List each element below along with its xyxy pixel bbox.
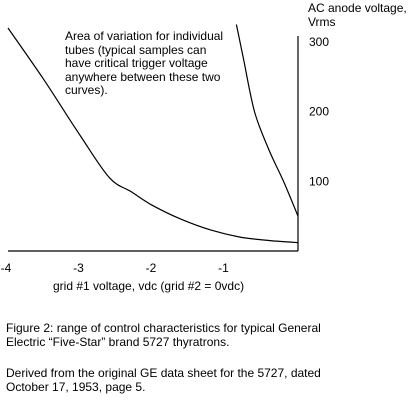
figure-caption: Figure 2: range of control characteristi… — [6, 321, 416, 349]
source-line: October 17, 1953, page 5. — [6, 379, 146, 394]
upper-curve-line — [235, 24, 298, 217]
annotation-line: curves). — [65, 83, 108, 97]
y-tick-label: 300 — [309, 35, 329, 49]
annotation-line: tubes (typical samples can — [65, 42, 207, 57]
caption-line: Electric “Five-Star” brand 5727 thyratro… — [6, 334, 230, 349]
x-tick-label: -4 — [1, 261, 12, 275]
y-axis-label-line: Vrms — [308, 14, 336, 29]
y-tick-label: 100 — [309, 174, 329, 188]
lower-curve-line — [7, 27, 298, 244]
y-axis-label: AC anode voltage, Vrms — [308, 1, 418, 29]
source-line: Derived from the original GE data sheet … — [6, 366, 321, 380]
caption-line: Figure 2: range of control characteristi… — [6, 321, 321, 335]
annotation-line: anywhere between these two — [65, 69, 221, 84]
x-axis-label: grid #1 voltage, vdc (grid #2 = 0vdc) — [53, 279, 245, 293]
variation-annotation: Area of variation for individual tubes (… — [65, 29, 243, 98]
annotation-line: have critical trigger voltage — [65, 56, 208, 70]
ticks: -4 -3 -2 -1 100 200 300 — [1, 35, 330, 275]
y-axis-label-line: AC anode voltage, — [308, 1, 407, 15]
source-note: Derived from the original GE data sheet … — [6, 366, 416, 394]
y-tick-label: 200 — [309, 105, 329, 119]
x-tick-label: -1 — [218, 261, 229, 275]
annotation-line: Area of variation for individual — [65, 29, 224, 43]
curves — [7, 24, 298, 244]
x-tick-label: -2 — [146, 261, 157, 275]
plot-area: -4 -3 -2 -1 100 200 300 — [1, 24, 330, 275]
x-tick-label: -3 — [73, 261, 84, 275]
